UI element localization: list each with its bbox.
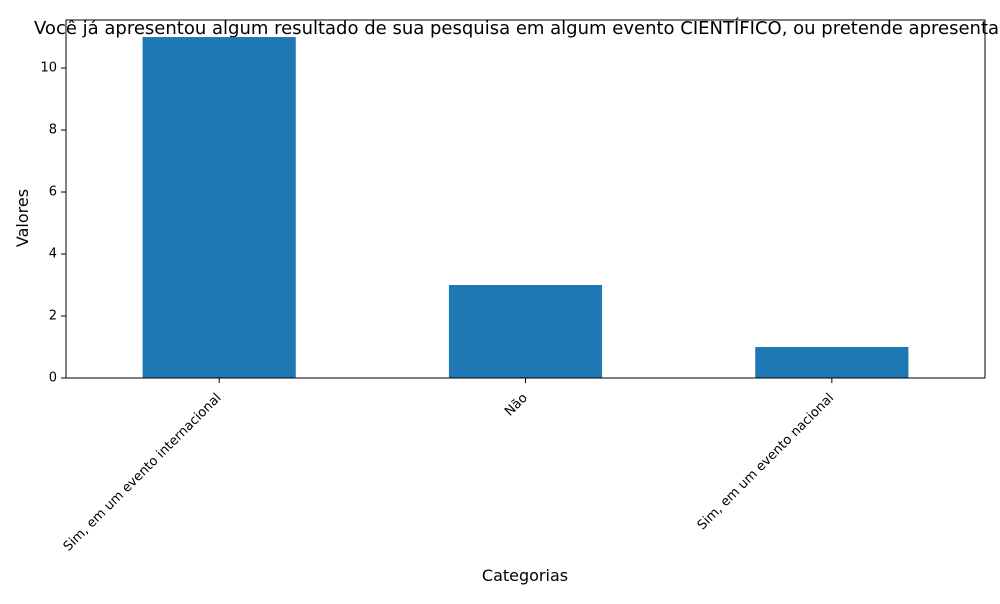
x-tick-label: Não [502,391,531,420]
y-axis-ticks: 0 2 4 6 8 10 [40,61,66,386]
y-axis-label: Valores [13,189,32,247]
y-tick-label: 10 [40,61,57,76]
x-axis-label: Categorias [482,566,568,585]
bar [755,347,909,378]
y-tick-label: 8 [49,123,57,138]
bar [142,37,296,379]
x-tick-label: Sim, em um evento nacional [695,391,837,533]
chart-title: Você já apresentou algum resultado de su… [34,17,1000,39]
y-tick-label: 4 [49,247,57,262]
bars-layer [142,37,909,379]
bar [448,285,603,378]
y-tick-label: 6 [49,185,57,200]
y-tick-label: 2 [49,309,57,324]
x-axis-ticks: Sim, em um evento internacional Não Sim, e… [61,378,837,554]
y-tick-label: 0 [49,371,57,386]
x-tick-label: Sim, em um evento internacional [61,391,225,555]
